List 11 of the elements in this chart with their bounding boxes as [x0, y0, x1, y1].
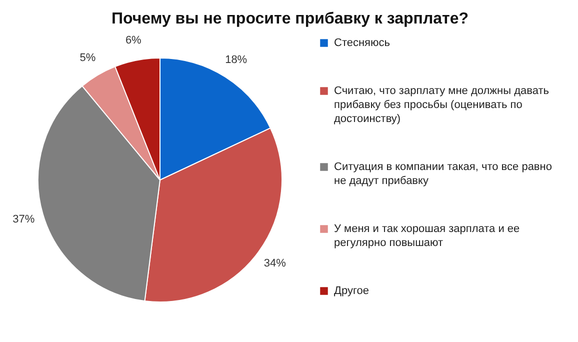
chart-title: Почему вы не просите прибавку к зарплате?	[111, 10, 469, 28]
legend-label: Стесняюсь	[334, 37, 390, 49]
legend-label: Другое	[334, 285, 369, 297]
legend-label: Считаю, что зарплату мне должны давать прибавку без просьбы (оценивать по достоинству)	[334, 85, 550, 125]
data-label: 34%	[264, 257, 286, 270]
data-label: 37%	[12, 214, 35, 226]
data-label: 6%	[125, 34, 142, 47]
data-label: 18%	[225, 54, 248, 66]
legend-label: Ситуация в компании такая, что все равно не дадут прибавку	[334, 161, 552, 187]
data-label: 5%	[80, 52, 96, 64]
legend-label: У меня и так хорошая зарплата и ее регулярно повышают	[334, 223, 520, 249]
